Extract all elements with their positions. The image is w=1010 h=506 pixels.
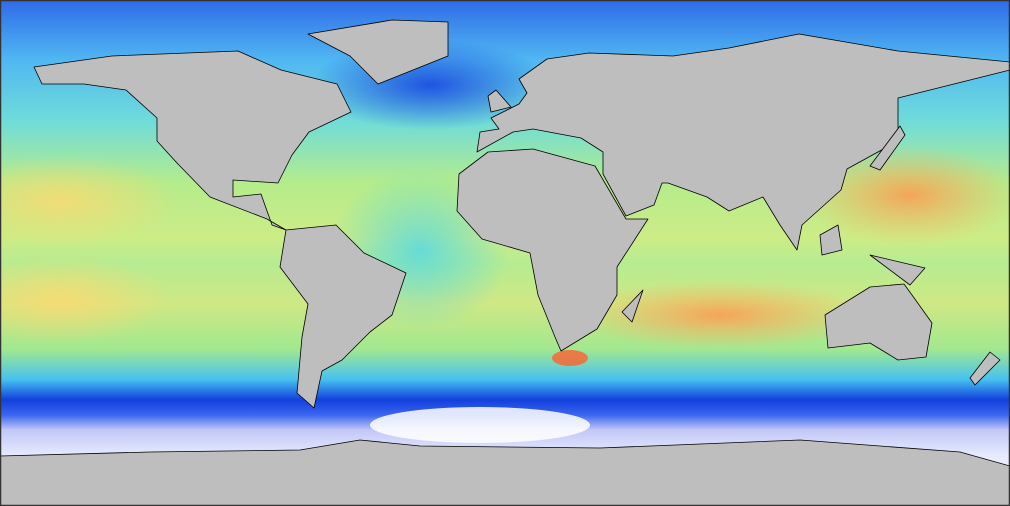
warm-pool: [800, 145, 1010, 245]
warm-current: [552, 350, 588, 366]
japan: [869, 125, 906, 171]
warm-band: [570, 280, 870, 350]
africa: [456, 148, 649, 352]
antarctica: [0, 439, 1010, 506]
warm-region: [0, 155, 180, 245]
greenland: [307, 19, 449, 85]
ice-region: [370, 407, 590, 443]
borneo: [819, 224, 843, 256]
eurasia: [476, 33, 1010, 251]
land: [0, 19, 1010, 506]
new-zealand: [969, 351, 1001, 386]
south-america: [279, 224, 407, 409]
north-america: [33, 50, 352, 231]
australia: [824, 283, 933, 361]
new-guinea: [869, 254, 926, 286]
britain: [487, 89, 512, 113]
madagascar: [621, 289, 644, 323]
warm-region: [0, 255, 170, 345]
